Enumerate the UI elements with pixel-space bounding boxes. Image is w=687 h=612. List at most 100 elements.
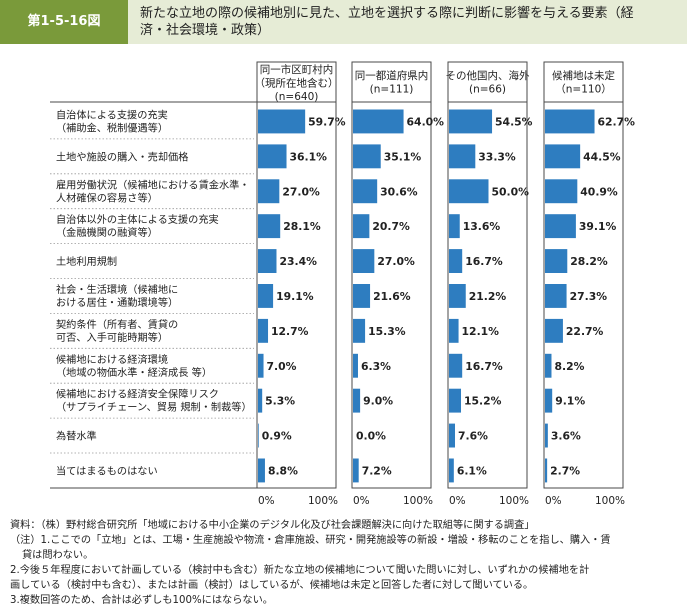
data-label-s1-c1: 59.7% [308,115,346,128]
bar-s3-c7 [449,318,459,343]
bar-s2-c9 [353,388,361,413]
data-label-s1-c8: 7.0% [267,360,297,373]
bar-s1-c11 [258,458,265,483]
tick-label-100-panel-2: 100% [403,495,433,507]
bar-s4-c9 [545,388,553,413]
category-label-8-line1: 候補地における経済環境 [56,353,168,366]
category-label-9-line1: 候補地における経済安全保障リスク [56,388,219,401]
tick-label-0-panel-1: 0% [258,495,275,507]
bar-s1-c6 [258,284,274,308]
data-label-s2-c7: 15.3% [368,325,406,338]
bar-s3-c3 [449,179,489,204]
data-label-s1-c3: 27.0% [282,185,320,198]
data-label-s1-c4: 28.1% [283,220,321,233]
data-label-s4-c4: 39.1% [579,220,617,233]
bar-s1-c3 [258,179,280,204]
bar-s2-c7 [353,318,366,343]
category-label-6-line2: おける居住・通勤環境等） [56,296,178,309]
data-label-s1-c2: 36.1% [290,150,328,163]
bar-s3-c4 [449,214,460,239]
data-label-s4-c8: 8.2% [554,360,584,373]
category-label-9-line2: （サプライチェーン、貿易 規制・制裁等） [56,401,252,414]
source-note: 資料：（株）野村総合研究所「地域における中小企業のデジタル化及び社会課題解決に向… [10,520,535,531]
bar-s4-c6 [545,284,567,308]
category-label-11-line1: 当てはまるものはない [56,464,158,477]
figure-title: 新たな立地の際の候補地別に見た、立地を選択する際に判断に影響を与える要素（経 済… [140,5,680,39]
bar-s1-c8 [258,353,264,378]
category-label-2-line1: 土地や施設の購入・売却価格 [56,150,188,163]
data-label-s3-c7: 12.1% [462,325,500,338]
bar-s4-c7 [545,318,563,343]
category-label-8-line2: （地域の物価水準・経済成長 等） [56,366,212,379]
series-header-2-line1: 同一都道府県内 [355,69,429,82]
category-label-10-line1: 為替水準 [56,430,97,443]
series-header-1-line1: 同一市区町村内 [260,63,334,76]
bar-s2-c6 [353,284,371,308]
data-label-s4-c9: 9.1% [555,395,585,408]
data-label-s2-c2: 35.1% [384,150,422,163]
series-header-3-line1: その他国内、海外 [446,69,530,82]
data-label-s2-c5: 27.0% [377,255,415,268]
series-header-4-line2: （n=110） [555,84,612,96]
panel-frame-4 [543,61,624,489]
bar-s4-c8 [545,353,552,378]
bar-s3-c10 [449,423,456,448]
bar-s1-c5 [258,249,277,273]
data-label-s2-c1: 64.0% [407,115,445,128]
series-header-1-line2: （現所在地含む） [255,77,339,90]
category-label-3-line1: 雇用労働状況（候補地における賃金水準・ [56,178,250,191]
data-label-s2-c10: 0.0% [356,430,386,443]
bar-s4-c2 [545,144,581,169]
bar-s4-c10 [545,423,548,448]
bar-s2-c11 [353,458,359,483]
data-label-s3-c11: 6.1% [457,464,487,477]
bar-s3-c6 [449,284,466,308]
data-label-s3-c9: 15.2% [464,395,502,408]
category-label-6-line1: 社会・生活環境（候補地に [56,283,178,296]
bar-s2-c8 [353,353,358,378]
figure-number: 第1-5-16図 [0,0,128,44]
data-label-s3-c4: 13.6% [463,220,501,233]
category-label-4-line2: （金融機関の融資等） [56,226,158,239]
tick-label-100-panel-4: 100% [595,495,625,507]
bar-s4-c1 [545,109,595,134]
category-label-7-line2: 可否、入手可能時期等） [56,331,168,344]
note-3: 3.複数回答のため、合計は必ずしも100%にはならない。 [10,595,273,606]
tick-label-0-panel-2: 0% [353,495,370,507]
data-label-s3-c2: 33.3% [478,150,516,163]
data-label-s2-c6: 21.6% [373,290,411,303]
bar-s1-c9 [258,388,263,413]
bar-s2-c1 [353,109,404,134]
data-label-s3-c1: 54.5% [495,115,533,128]
figure-title-line1: 新たな立地の際の候補地別に見た、立地を選択する際に判断に影響を与える要素（経 [140,6,634,21]
category-label-3-line2: 人材確保の容易さ等） [56,191,158,204]
data-label-s4-c6: 27.3% [570,290,608,303]
bar-s2-c3 [353,179,378,204]
bar-s1-c7 [258,318,269,343]
bar-s4-c5 [545,249,568,273]
data-label-s1-c7: 12.7% [271,325,309,338]
tick-label-0-panel-4: 0% [545,495,562,507]
bar-s3-c1 [449,109,493,134]
bar-chart: 同一市区町村内（現所在地含む）(n=640) 0% 100% 同一都道府県内 (n=11… [50,61,636,507]
data-label-s4-c11: 2.7% [550,464,580,477]
bar-s1-c1 [258,109,306,134]
data-label-s1-c6: 19.1% [276,290,314,303]
data-label-s2-c3: 30.6% [380,185,418,198]
data-label-s3-c5: 16.7% [465,255,503,268]
bar-s1-c2 [258,144,287,169]
data-label-s4-c10: 3.6% [551,430,581,443]
data-label-s3-c6: 21.2% [469,290,507,303]
data-label-s1-c9: 5.3% [265,395,295,408]
data-label-s2-c9: 9.0% [363,395,393,408]
note-1b: 貸は問わない。 [22,550,94,561]
series-header-4-line1: 候補地は未定 [552,69,615,82]
tick-label-100-panel-3: 100% [499,495,529,507]
bar-s1-c4 [258,214,281,239]
category-label-1-line1: 自治体による支援の充実 [56,108,168,121]
series-header-1-line3: (n=640) [275,91,319,103]
data-label-s2-c4: 20.7% [372,220,410,233]
chart-notes: 資料：（株）野村総合研究所「地域における中小企業のデジタル化及び社会課題解決に向… [10,518,680,608]
data-label-s4-c1: 62.7% [598,115,636,128]
tick-label-0-panel-3: 0% [449,495,466,507]
